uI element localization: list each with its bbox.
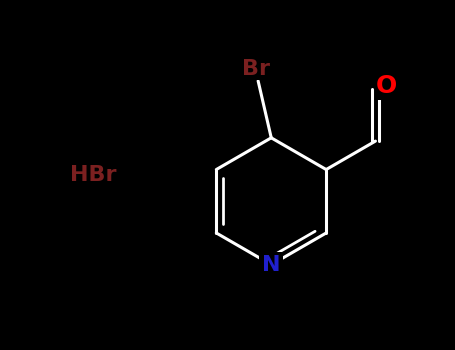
- Text: N: N: [262, 255, 280, 275]
- Text: HBr: HBr: [70, 165, 116, 185]
- Text: O: O: [376, 75, 397, 98]
- Text: Br: Br: [242, 59, 270, 79]
